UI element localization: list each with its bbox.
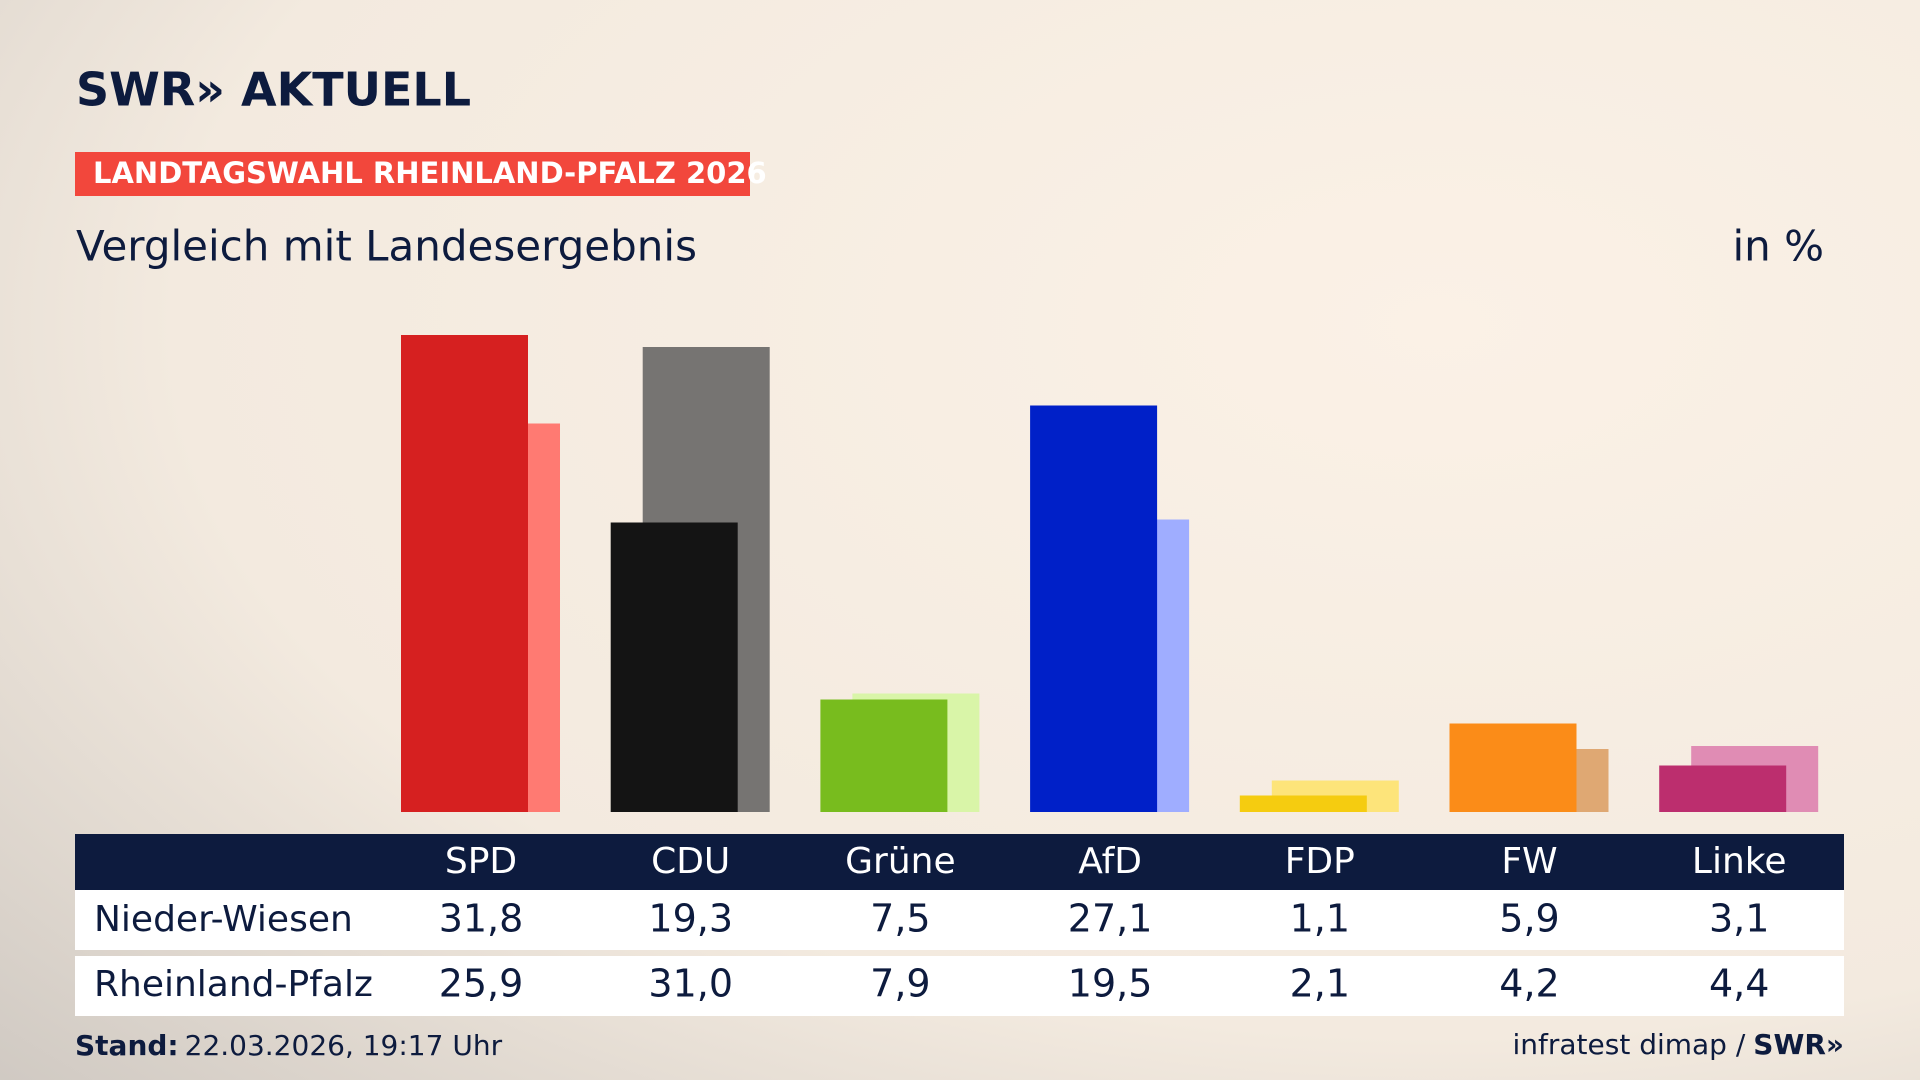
bar: [1659, 765, 1787, 812]
bar: [1239, 795, 1367, 812]
table-value: 4,2: [1499, 962, 1559, 1006]
table-row: [75, 956, 1844, 1016]
table-row: [75, 890, 1844, 950]
table-value: 3,1: [1709, 897, 1769, 941]
table-value: 25,9: [439, 962, 524, 1006]
column-header: Linke: [1692, 841, 1787, 882]
table-value: 31,8: [439, 897, 524, 941]
table-value: 4,4: [1709, 962, 1769, 1006]
table-value: 31,0: [648, 962, 733, 1006]
bar: [610, 522, 738, 812]
source: infratest dimap / SWR»: [1512, 1028, 1844, 1061]
bars: [401, 335, 1819, 812]
column-header: AfD: [1078, 841, 1142, 882]
bar: [401, 335, 528, 812]
tag: LANDTAGSWAHL RHEINLAND-PFALZ 2026: [93, 156, 767, 190]
unit: in %: [1732, 222, 1824, 271]
column-header: FDP: [1285, 841, 1355, 882]
table-header: [75, 834, 1844, 890]
tag-box: [75, 152, 750, 196]
row-label: Rheinland-Pfalz: [94, 964, 373, 1005]
source-text: infratest dimap /: [1512, 1028, 1745, 1061]
bar: [820, 699, 948, 812]
table-value: 7,5: [870, 897, 930, 941]
brand: SWR»: [1753, 1028, 1844, 1061]
table-value: 19,3: [648, 897, 733, 941]
bar: [1449, 723, 1577, 812]
table: SPD 31,8 25,9 CDU 19,3 31,0 Grüne 7,5 7,9 AfD 27,1…: [94, 841, 1786, 1006]
column-header: SPD: [445, 841, 517, 882]
stand: Stand: 22.03.2026, 19:17 Uhr: [75, 1029, 503, 1062]
table-value: 5,9: [1499, 897, 1559, 941]
column-header: Grüne: [845, 841, 955, 882]
row-label: Nieder-Wiesen: [94, 899, 353, 940]
table-value: 27,1: [1068, 897, 1153, 941]
table-value: 7,9: [870, 962, 930, 1006]
stand-value: 22.03.2026, 19:17 Uhr: [185, 1029, 503, 1062]
table-value: 2,1: [1290, 962, 1350, 1006]
column-header: FW: [1501, 841, 1557, 882]
table-value: 1,1: [1290, 897, 1350, 941]
subtitle: Vergleich mit Landesergebnis: [76, 222, 697, 271]
stand-label: Stand:: [75, 1029, 179, 1062]
column-header: CDU: [651, 841, 730, 882]
logo: SWR» AKTUELL: [76, 63, 471, 117]
table-value: 19,5: [1068, 962, 1153, 1006]
bar: [1030, 405, 1158, 812]
